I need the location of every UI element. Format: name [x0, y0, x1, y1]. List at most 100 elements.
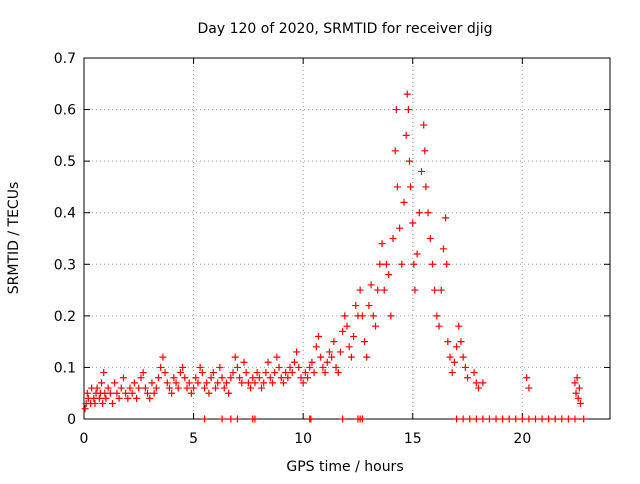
data-point — [321, 369, 329, 377]
data-point — [431, 286, 439, 294]
data-point — [439, 245, 447, 253]
data-point — [83, 389, 91, 397]
data-point — [459, 353, 467, 361]
data-point — [450, 358, 458, 366]
data-point — [453, 343, 461, 351]
data-point — [240, 358, 248, 366]
data-point — [328, 353, 336, 361]
data-point — [159, 353, 167, 361]
data-point — [472, 415, 480, 423]
data-point — [374, 286, 382, 294]
data-point — [365, 302, 373, 310]
data-point — [472, 379, 480, 387]
data-point — [426, 235, 434, 242]
data-point — [214, 379, 222, 387]
data-point — [371, 322, 379, 330]
data-point — [231, 353, 239, 361]
data-point — [575, 384, 583, 392]
data-point — [218, 374, 226, 382]
data-point — [369, 312, 377, 320]
data-point — [350, 332, 358, 340]
data-point — [238, 379, 246, 387]
data-point — [288, 369, 296, 377]
data-point — [163, 379, 171, 387]
y-tick-label: 0.1 — [54, 360, 76, 376]
data-point — [466, 415, 474, 423]
data-point — [518, 415, 526, 423]
data-point — [387, 312, 395, 320]
data-point — [100, 369, 108, 377]
y-axis-label: SRMTID / TECUs — [6, 182, 22, 295]
data-point — [418, 167, 426, 175]
data-point — [115, 394, 123, 402]
data-point — [137, 374, 145, 382]
data-point — [185, 379, 193, 387]
y-tick-label: 0 — [67, 412, 76, 428]
x-tick-label: 5 — [189, 431, 198, 447]
data-point — [347, 353, 355, 361]
y-tick-label: 0.4 — [54, 206, 76, 222]
data-point — [323, 358, 331, 366]
data-point — [572, 389, 580, 397]
data-point — [404, 106, 412, 114]
data-point — [130, 379, 138, 387]
data-point — [157, 363, 165, 371]
data-point — [428, 260, 436, 268]
data-point — [117, 384, 125, 392]
data-point — [538, 415, 546, 423]
data-points — [81, 90, 588, 423]
data-point — [122, 389, 130, 397]
data-point — [297, 374, 305, 382]
data-point — [339, 327, 347, 335]
data-point — [442, 214, 450, 222]
y-tick-label: 0.7 — [54, 51, 76, 67]
data-point — [551, 415, 559, 423]
data-point — [106, 389, 114, 397]
data-point — [411, 286, 419, 294]
data-point — [207, 374, 215, 382]
plot-frame — [83, 57, 611, 420]
data-point — [133, 394, 141, 402]
data-point — [98, 379, 106, 387]
data-point — [277, 374, 285, 382]
data-point — [308, 358, 316, 366]
data-point — [273, 353, 281, 361]
y-tick-label: 0.3 — [54, 257, 76, 273]
data-point — [492, 415, 500, 423]
data-point — [479, 379, 487, 387]
data-point — [286, 363, 294, 371]
data-point — [205, 389, 213, 397]
data-point — [448, 369, 456, 377]
data-point — [93, 384, 101, 392]
data-point — [268, 379, 276, 387]
data-point — [212, 384, 219, 392]
data-point — [361, 338, 369, 346]
data-point — [363, 353, 371, 361]
data-point — [266, 374, 274, 382]
data-point — [336, 348, 344, 356]
data-point — [325, 348, 333, 356]
data-point — [571, 415, 579, 423]
data-point — [95, 394, 103, 402]
data-point — [255, 374, 263, 382]
data-point — [457, 338, 465, 346]
data-point — [102, 394, 110, 402]
data-point — [443, 260, 451, 268]
data-point — [152, 384, 160, 392]
data-point — [247, 384, 255, 392]
data-point — [225, 389, 233, 397]
x-tick-label: 20 — [513, 431, 531, 447]
data-point — [258, 384, 266, 392]
data-point — [135, 384, 143, 392]
data-point — [128, 389, 136, 397]
data-point — [216, 363, 224, 371]
data-point — [453, 415, 461, 423]
data-point — [113, 389, 121, 397]
data-point — [393, 183, 401, 191]
data-point — [282, 369, 290, 377]
data-point — [403, 90, 411, 98]
data-point — [433, 312, 441, 320]
data-point — [317, 353, 325, 361]
data-point — [104, 384, 112, 392]
